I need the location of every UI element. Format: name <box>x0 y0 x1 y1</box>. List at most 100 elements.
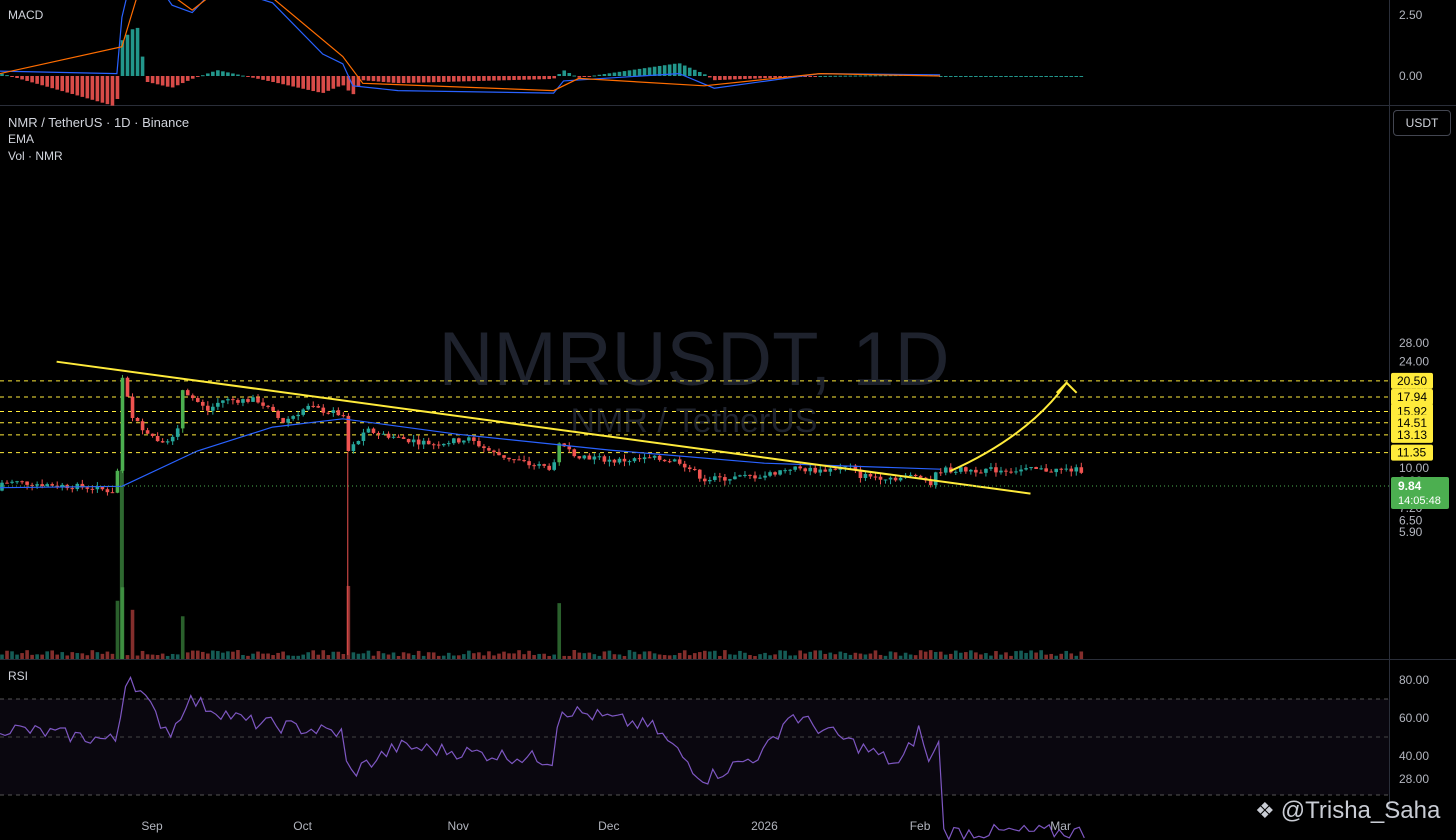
volume-bar <box>216 651 220 659</box>
candle-body <box>391 436 396 438</box>
volume-bar <box>472 653 476 659</box>
ema-line <box>0 418 941 489</box>
macd-hist-bar <box>938 76 943 77</box>
volume-bar <box>236 650 240 659</box>
volume-bar <box>251 653 255 659</box>
candle-body <box>1054 468 1058 473</box>
candle-body <box>928 480 933 486</box>
macd-hist-bar <box>984 76 988 77</box>
macd-hist-bar <box>778 76 782 78</box>
projection-arrowhead <box>1055 381 1078 394</box>
macd-line <box>0 0 941 94</box>
volume-bar <box>763 652 767 659</box>
volume-bar <box>135 655 140 659</box>
macd-hist-bar <box>647 67 652 76</box>
macd-hist-bar <box>843 75 848 77</box>
macd-hist-bar <box>201 75 205 77</box>
macd-hist-bar <box>10 76 14 77</box>
volume-bar <box>150 654 155 659</box>
macd-hist-bar <box>823 75 828 77</box>
macd-hist-bar <box>1039 76 1043 77</box>
candle-body <box>80 483 85 488</box>
volume-bar <box>557 603 562 659</box>
macd-hist-bar <box>457 76 461 82</box>
volume-bar <box>738 650 742 659</box>
volume-bar <box>758 654 762 659</box>
macd-hist-bar <box>120 40 125 76</box>
volume-bars <box>0 470 1084 659</box>
volume-legend[interactable]: Vol · NMR <box>8 149 63 163</box>
macd-hist-bar <box>1059 76 1064 77</box>
price-tick: 6.50 <box>1399 513 1423 527</box>
candle-body <box>853 465 858 470</box>
price-tick: 5.90 <box>1399 525 1423 539</box>
macd-hist-bar <box>552 76 556 79</box>
macd-hist-bar <box>718 76 722 80</box>
macd-hist-bar <box>0 73 4 76</box>
rsi-tick: 60.00 <box>1399 711 1429 725</box>
volume-bar <box>140 650 145 659</box>
candle-body <box>115 470 120 493</box>
macd-hist-bar <box>662 65 667 76</box>
ema-legend[interactable]: EMA <box>8 132 35 146</box>
volume-bar <box>964 652 968 659</box>
volume-bar <box>813 650 818 659</box>
volume-bar <box>497 653 501 659</box>
descending-trendline[interactable] <box>56 360 1031 495</box>
candle-body <box>15 481 19 483</box>
projection-arrow[interactable] <box>949 381 1068 472</box>
macd-hist-bar <box>411 76 416 83</box>
macd-hist-bar <box>356 76 361 87</box>
candle-body <box>165 441 170 443</box>
volume-bar <box>793 655 797 659</box>
macd-hist-bar <box>175 76 180 86</box>
currency-button[interactable]: USDT <box>1393 110 1451 136</box>
volume-bar <box>833 654 838 659</box>
volume-bar <box>416 650 421 659</box>
candle-body <box>813 467 818 473</box>
volume-bar <box>682 650 687 659</box>
volume-bar <box>848 654 853 659</box>
macd-hist-bar <box>964 76 968 77</box>
macd-hist-bar <box>276 76 280 84</box>
current-price-value: 9.84 <box>1398 479 1422 493</box>
macd-hist-bar <box>959 76 963 77</box>
level-tag <box>1391 444 1433 461</box>
volume-spike <box>119 470 124 659</box>
candle-body <box>381 433 386 435</box>
volume-bar <box>703 650 707 659</box>
macd-hist-bar <box>738 76 742 80</box>
level-tag <box>1391 372 1433 389</box>
macd-hist-bar <box>226 72 230 76</box>
candle-body <box>306 405 311 410</box>
macd-hist-bar <box>446 76 451 82</box>
volume-bar <box>321 650 326 659</box>
price-tick: 28.00 <box>1399 336 1429 350</box>
symbol-title[interactable]: NMR / TetherUS · 1D · Binance <box>8 115 190 130</box>
volume-bar <box>622 655 627 659</box>
macd-hist-bar <box>943 76 948 77</box>
candle-body <box>70 488 75 490</box>
candle-body <box>743 474 747 476</box>
macd-hist-bar <box>296 76 300 88</box>
volume-bar <box>803 653 807 659</box>
volume-bar <box>733 654 737 659</box>
volume-bar <box>607 650 612 659</box>
volume-bar <box>612 654 617 659</box>
candle-body <box>180 390 185 429</box>
candle-body <box>913 474 918 476</box>
volume-bar <box>206 653 210 659</box>
volume-bar <box>928 650 933 659</box>
candle-body <box>492 450 496 453</box>
macd-hist-bar <box>512 76 516 81</box>
candle-body <box>547 465 551 470</box>
time-axis[interactable]: Sep Oct Nov Dec 2026 Feb Mar <box>141 819 1071 833</box>
candle-body <box>999 470 1003 473</box>
candle-body <box>989 467 993 469</box>
macd-hist-bar <box>708 76 712 78</box>
volume-bar <box>1029 650 1033 659</box>
candle-body <box>135 417 140 422</box>
volume-bar <box>130 609 135 659</box>
volume-bar <box>592 654 597 659</box>
